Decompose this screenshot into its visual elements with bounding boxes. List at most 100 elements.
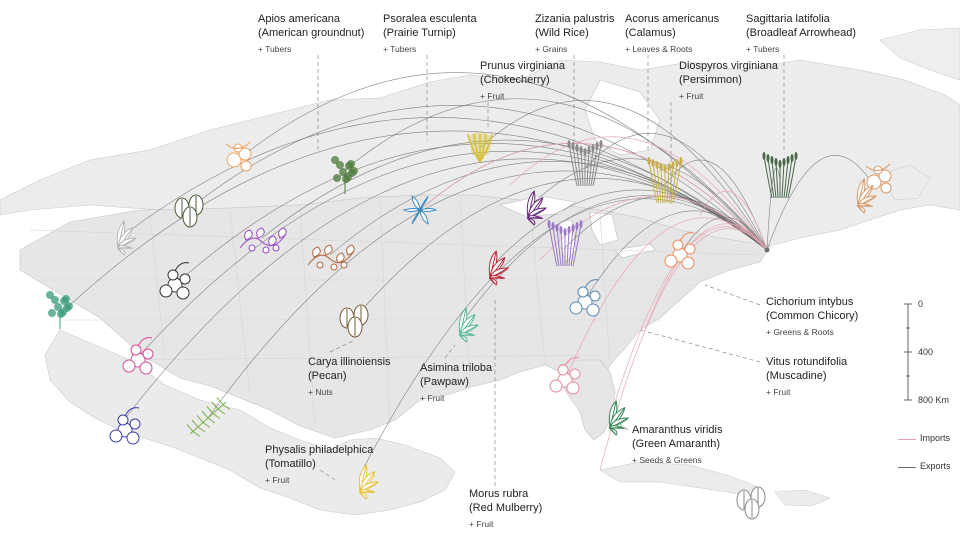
- label-acorus-name: Acorus americanus: [625, 13, 720, 25]
- label-psoralea-name: Psoralea esculenta: [383, 13, 477, 25]
- arc-exports-17: [527, 158, 768, 251]
- legend-imports-label: Imports: [920, 433, 951, 443]
- land-hispaniola: [774, 489, 831, 507]
- label-cichorium: Cichorium intybus (Common Chicory) + Green…: [766, 296, 858, 337]
- plant-illustrations: [46, 132, 892, 520]
- legend-imports: Imports: [898, 432, 958, 446]
- arc-imports-26: [564, 217, 768, 381]
- plant-leaf-east: [856, 178, 878, 214]
- label-amaranthus: Amaranthus viridis (Green Amaranth) + Seed…: [632, 424, 722, 465]
- arc-exports-7: [239, 72, 768, 251]
- label-cichorium-category: + Greens & Roots: [766, 326, 834, 337]
- leader-vitus: [639, 329, 761, 363]
- legend-imports-swatch: [898, 439, 916, 440]
- arc-imports-28: [509, 136, 768, 251]
- label-apios: Apios americana (American groundnut) + Tub…: [258, 13, 364, 54]
- label-psoralea-category: + Tubers: [383, 43, 417, 54]
- label-sagittaria: Sagittaria latifolia (Broadleaf Arrowhead…: [746, 13, 856, 54]
- legend-exports: Exports: [898, 460, 958, 474]
- label-prunus: Prunus virginiana (Chokecherry) + Fruit: [480, 60, 565, 101]
- legend: Imports Exports: [898, 432, 958, 488]
- label-physalis-category: + Fruit: [265, 474, 290, 485]
- label-prunus-common: (Chokecherry): [480, 73, 550, 86]
- arc-exports-15: [479, 100, 768, 251]
- label-zizania-common: (Wild Rice): [535, 26, 589, 39]
- plant-groundnut: [225, 141, 252, 172]
- label-prunus-name: Prunus virginiana: [480, 60, 565, 72]
- scale-bar: 0 400 800 Km: [902, 296, 958, 408]
- arc-exports-19: [584, 133, 768, 251]
- label-carya-common: (Pecan): [308, 369, 347, 382]
- label-prunus-category: + Fruit: [480, 90, 505, 101]
- arc-exports-22: [766, 155, 871, 251]
- label-zizania-name: Zizania palustris: [535, 13, 615, 25]
- label-psoralea: Psoralea esculenta (Prairie Turnip) + Tube…: [383, 13, 477, 54]
- plant-teal-cluster: [46, 291, 73, 329]
- plant-muscadine: [569, 279, 601, 317]
- label-vitus-common: (Muscadine): [766, 369, 827, 382]
- label-morus: Morus rubra (Red Mulberry) + Fruit: [469, 488, 542, 529]
- label-acorus-category: + Leaves & Roots: [625, 43, 693, 54]
- plant-pink-fruit: [122, 337, 154, 375]
- scale-tick-800: 800 Km: [918, 395, 950, 405]
- hub-point: [764, 247, 770, 253]
- arc-exports-8: [261, 139, 768, 251]
- land-cuba: [599, 461, 761, 495]
- plant-amaranth: [608, 400, 630, 436]
- plant-prairie-turnip: [331, 156, 358, 194]
- arc-imports-32: [699, 190, 768, 251]
- plant-acorns: [736, 486, 766, 520]
- scale-tick-400: 400: [918, 347, 934, 357]
- land-layer: [0, 27, 960, 516]
- arc-exports-1: [119, 158, 768, 426]
- land-florida: [559, 359, 616, 441]
- state-borders: [29, 195, 761, 429]
- label-sagittaria-category: + Tubers: [746, 43, 780, 54]
- label-apios-common: (American groundnut): [258, 26, 365, 39]
- label-morus-category: + Fruit: [469, 518, 494, 529]
- plant-black-berries: [159, 262, 191, 300]
- label-carya-category: + Nuts: [308, 386, 333, 397]
- label-vitus-category: + Fruit: [766, 386, 791, 397]
- land-newfoundland: [879, 164, 931, 201]
- label-diospyros-category: + Fruit: [679, 90, 704, 101]
- label-amaranthus-name: Amaranthus viridis: [632, 424, 723, 436]
- arc-exports-14: [459, 195, 768, 326]
- label-carya-name: Carya illinoiensis: [308, 356, 391, 368]
- legend-exports-label: Exports: [920, 461, 951, 471]
- leader-cichorium: [704, 284, 761, 306]
- leader-carya: [329, 339, 356, 353]
- label-asimina-name: Asimina triloba: [420, 362, 493, 374]
- label-asimina-category: + Fruit: [420, 392, 445, 403]
- arc-exports-2: [139, 150, 768, 356]
- plant-purple-leaf: [526, 190, 548, 226]
- plant-persimmon: [664, 232, 696, 270]
- plant-wild-rice: [567, 140, 603, 187]
- plant-pink-apple: [549, 357, 581, 395]
- label-physalis: Physalis philadelphica (Tomatillo) + Fruit: [265, 444, 373, 485]
- plant-blue-flower: [402, 195, 438, 225]
- label-sagittaria-name: Sagittaria latifolia: [746, 13, 830, 25]
- label-diospyros: Diospyros virginiana (Persimmon) + Fruit: [679, 60, 778, 101]
- plant-nuts-green: [174, 194, 204, 228]
- plant-pawpaw: [458, 307, 480, 343]
- arc-exports-10: [344, 98, 768, 251]
- label-cichorium-common: (Common Chicory): [766, 309, 859, 322]
- label-asimina: Asimina triloba (Pawpaw) + Fruit: [420, 362, 492, 403]
- label-apios-name: Apios americana: [258, 13, 340, 25]
- scale-tick-0: 0: [918, 299, 924, 309]
- label-morus-common: (Red Mulberry): [469, 501, 543, 514]
- plant-calamus: [647, 157, 683, 204]
- plant-vine-brown: [307, 244, 355, 271]
- label-amaranthus-common: (Green Amaranth): [632, 437, 721, 450]
- plant-arrowhead: [762, 152, 798, 199]
- plant-pale-leaf: [116, 220, 138, 256]
- label-physalis-common: (Tomatillo): [265, 457, 316, 470]
- label-zizania-category: + Grains: [535, 43, 568, 54]
- plant-fern: [186, 397, 231, 437]
- label-acorus-common: (Calamus): [625, 26, 676, 39]
- land-greenland-edge: [879, 27, 960, 81]
- arc-exports-4: [119, 117, 768, 251]
